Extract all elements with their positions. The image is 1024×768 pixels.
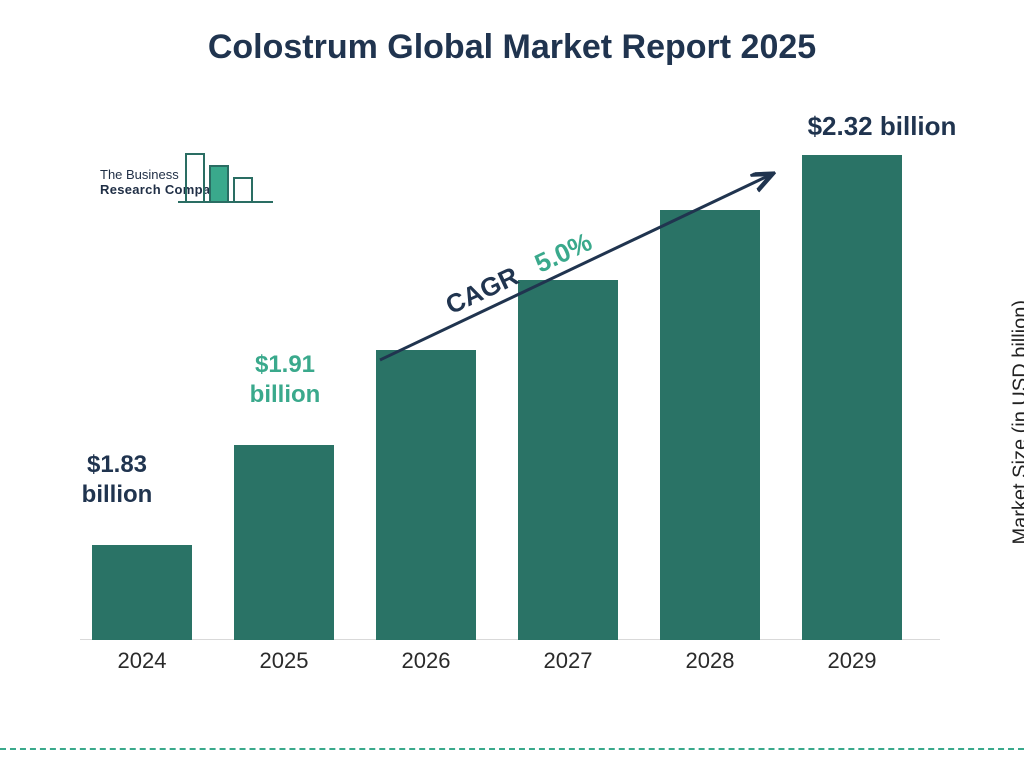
x-axis-label: 2027 xyxy=(518,648,618,674)
bar xyxy=(234,445,334,640)
value-label: $1.83billion xyxy=(62,450,172,510)
x-axis-label: 2026 xyxy=(376,648,476,674)
dashed-divider xyxy=(0,748,1024,750)
bar xyxy=(92,545,192,640)
x-axis-label: 2025 xyxy=(234,648,334,674)
x-axis-label: 2024 xyxy=(92,648,192,674)
x-axis-label: 2029 xyxy=(802,648,902,674)
bar-chart: 2024 2025 2026 2027 2028 2029 xyxy=(80,120,940,680)
value-label: $1.91billion xyxy=(230,350,340,410)
bar xyxy=(802,155,902,640)
chart-title: Colostrum Global Market Report 2025 xyxy=(0,28,1024,67)
value-label: $2.32 billion xyxy=(782,110,982,143)
bar xyxy=(518,280,618,640)
bar xyxy=(660,210,760,640)
y-axis-label: Market Size (in USD billion) xyxy=(1010,300,1024,545)
x-axis-label: 2028 xyxy=(660,648,760,674)
bar xyxy=(376,350,476,640)
